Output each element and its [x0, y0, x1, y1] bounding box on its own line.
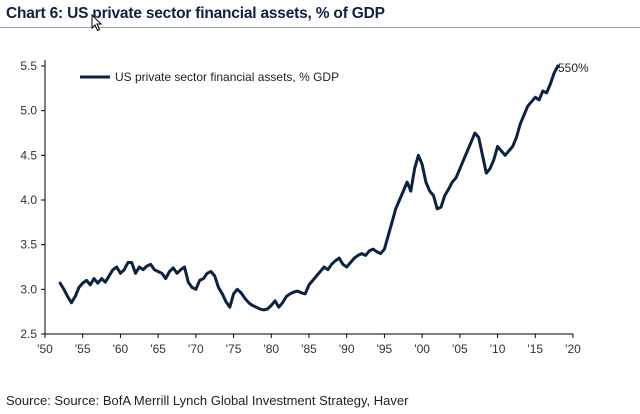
x-tick-label: '05	[452, 342, 468, 356]
mouse-cursor-icon	[91, 14, 103, 32]
x-tick-label: '55	[75, 342, 91, 356]
y-tick-label: 3.0	[20, 282, 37, 296]
x-tick-label: '90	[339, 342, 355, 356]
x-tick-label: '85	[301, 342, 317, 356]
x-tick-label: '70	[188, 342, 204, 356]
y-tick-label: 4.0	[20, 193, 37, 207]
y-axis: 2.5 3.0 3.5 4.0 4.5 5.0 5.5	[20, 59, 46, 341]
y-tick-label: 5.0	[20, 104, 37, 118]
y-tick-label: 3.5	[20, 238, 37, 252]
x-tick-label: '15	[527, 342, 543, 356]
x-tick-label: '10	[490, 342, 506, 356]
chart-title: Chart 6: US private sector financial ass…	[6, 5, 385, 22]
x-tick-label: '65	[150, 342, 166, 356]
legend-label: US private sector financial assets, % GD…	[115, 70, 339, 84]
end-value-annotation: 550%	[558, 61, 589, 75]
title-divider	[0, 27, 640, 28]
legend: US private sector financial assets, % GD…	[80, 70, 339, 84]
x-tick-label: '60	[113, 342, 129, 356]
source-note: Source: Source: BofA Merrill Lynch Globa…	[6, 393, 409, 408]
x-tick-label: '95	[377, 342, 393, 356]
x-tick-label: '75	[226, 342, 242, 356]
x-tick-label: '20	[565, 342, 581, 356]
x-axis: '50 '55 '60 '65 '70 '75 '80 '85 '90 '95 '00 '05 '10 '…	[37, 333, 581, 356]
y-tick-label: 4.5	[20, 148, 37, 162]
series-layer	[58, 64, 560, 312]
x-tick-label: '80	[263, 342, 279, 356]
y-tick-label: 5.5	[20, 59, 37, 73]
series-line-0	[58, 64, 560, 312]
x-tick-label: '50	[37, 342, 53, 356]
x-tick-label: '00	[414, 342, 430, 356]
y-tick-label: 2.5	[20, 327, 37, 341]
